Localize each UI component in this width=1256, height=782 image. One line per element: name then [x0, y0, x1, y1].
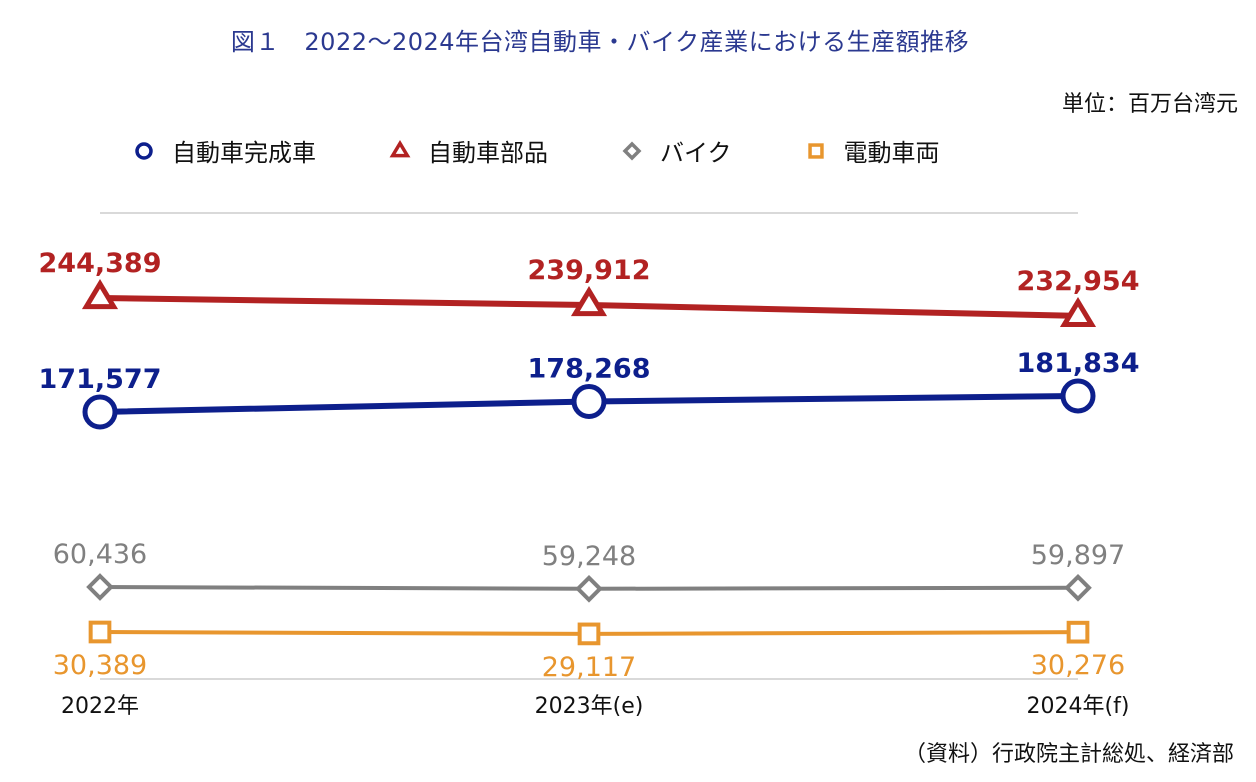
- circle-marker-icon: [135, 142, 153, 160]
- data-label-motorcycles-1: 59,248: [542, 541, 636, 572]
- point-cars-0: [82, 394, 118, 430]
- x-tick-label-0: 2022年: [61, 694, 139, 719]
- point-ev-2: [1066, 620, 1090, 644]
- legend-marker-cars: [135, 142, 153, 160]
- legend-marker-ev: [807, 143, 824, 159]
- point-parts-2: [1059, 296, 1097, 328]
- diamond-marker-icon: [622, 141, 642, 161]
- data-label-parts-2: 232,954: [1017, 266, 1140, 297]
- data-label-cars-2: 181,834: [1017, 348, 1140, 379]
- point-cars-2: [1060, 378, 1096, 414]
- x-tick-label-1: 2023年(e): [535, 694, 644, 719]
- point-parts-1: [570, 286, 608, 317]
- legend-marker-motorcycles: [622, 141, 642, 161]
- legend-label-cars: 自動車完成車: [172, 138, 316, 167]
- x-tick-label-2: 2024年(f): [1027, 694, 1130, 719]
- legend-item-ev: 電動車両: [802, 133, 940, 168]
- data-label-motorcycles-2: 59,897: [1031, 540, 1125, 571]
- point-motorcycles-2: [1064, 573, 1092, 602]
- legend-label-ev: 電動車両: [843, 138, 940, 167]
- data-label-parts-1: 239,912: [528, 255, 651, 286]
- chart-title: 図１ 2022〜2024年台湾自動車・バイク産業における生産額推移: [230, 28, 970, 56]
- data-label-parts-0: 244,389: [39, 248, 162, 279]
- legend-item-motorcycles: バイク: [618, 133, 732, 168]
- square-marker-icon: [807, 143, 824, 159]
- point-ev-1: [577, 622, 601, 646]
- legend-item-parts: 自動車部品: [386, 133, 548, 168]
- point-cars-1: [571, 384, 607, 420]
- legend-marker-parts: [389, 140, 411, 158]
- legend-label-parts: 自動車部品: [428, 138, 548, 167]
- legend: 自動車完成車 自動車部品 バイク 電動車両: [130, 132, 1010, 168]
- data-label-ev-0: 30,389: [53, 650, 147, 681]
- point-parts-0: [81, 279, 119, 310]
- point-motorcycles-1: [575, 574, 603, 603]
- data-label-cars-0: 171,577: [39, 364, 162, 395]
- data-label-ev-1: 29,117: [542, 652, 636, 683]
- data-label-ev-2: 30,276: [1031, 650, 1125, 681]
- unit-label: 単位：百万台湾元: [1061, 92, 1238, 117]
- legend-label-motorcycles: バイク: [660, 138, 732, 167]
- data-label-cars-1: 178,268: [528, 354, 651, 385]
- data-label-motorcycles-0: 60,436: [53, 539, 147, 570]
- triangle-marker-icon: [389, 140, 411, 158]
- legend-item-cars: 自動車完成車: [130, 133, 316, 168]
- point-ev-0: [88, 620, 112, 644]
- point-motorcycles-0: [86, 573, 114, 601]
- source-note: （資料）行政院主計総処、経済部: [903, 742, 1234, 767]
